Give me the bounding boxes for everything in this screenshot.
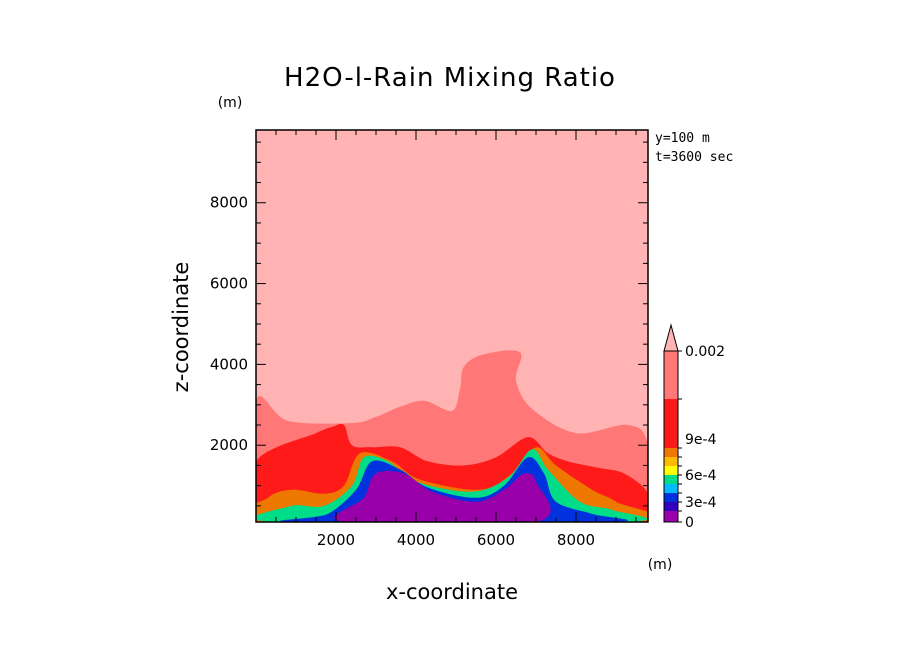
colorbar-segment bbox=[664, 493, 678, 502]
info-line-position: y=100 m bbox=[655, 131, 710, 146]
colorbar-segment bbox=[664, 475, 678, 484]
info-line-time: t=3600 sec bbox=[655, 150, 733, 165]
x-axis-label: x-coordinate bbox=[386, 580, 518, 604]
colorbar-label: 6e-4 bbox=[685, 468, 717, 484]
x-axis-unit: (m) bbox=[648, 557, 673, 573]
y-tick-label: 2000 bbox=[210, 436, 248, 454]
plot-frame bbox=[255, 129, 649, 523]
colorbar-label: 9e-4 bbox=[685, 432, 717, 448]
colorbar-segment bbox=[664, 457, 678, 466]
chart-title: H2O-l-Rain Mixing Ratio bbox=[284, 63, 616, 93]
x-tick-label: 2000 bbox=[317, 531, 355, 549]
x-tick-label: 4000 bbox=[397, 531, 435, 549]
colorbar-label: 3e-4 bbox=[685, 495, 717, 511]
y-axis-unit: (m) bbox=[218, 95, 243, 111]
x-tick-label: 6000 bbox=[477, 531, 515, 549]
colorbar-segment bbox=[664, 466, 678, 475]
y-tick-label: 4000 bbox=[210, 355, 248, 373]
colorbar-segment bbox=[664, 511, 678, 522]
colorbar-segment bbox=[664, 484, 678, 493]
colorbar-segment bbox=[664, 502, 678, 511]
colorbar-extend-arrow bbox=[663, 323, 679, 352]
colorbar-segment bbox=[664, 351, 678, 399]
colorbar-outline bbox=[663, 350, 679, 523]
contour-region-band-1 bbox=[334, 470, 551, 522]
y-axis-label: z-coordinate bbox=[169, 262, 193, 393]
axis-ticks: 2000 4000 6000 8000 2000 4000 6000 8000 bbox=[210, 130, 648, 549]
colorbar-label: 0.002 bbox=[685, 344, 725, 360]
y-tick-label: 6000 bbox=[210, 275, 248, 293]
colorbar-segment bbox=[664, 448, 678, 457]
x-tick-label: 8000 bbox=[557, 531, 595, 549]
colorbar: 0 3e-4 6e-4 9e-4 0.002 bbox=[663, 323, 725, 531]
colorbar-segment bbox=[664, 399, 678, 448]
colorbar-label: 0 bbox=[685, 515, 694, 531]
y-tick-label: 8000 bbox=[210, 194, 248, 212]
contour-fill-regions bbox=[256, 130, 648, 522]
